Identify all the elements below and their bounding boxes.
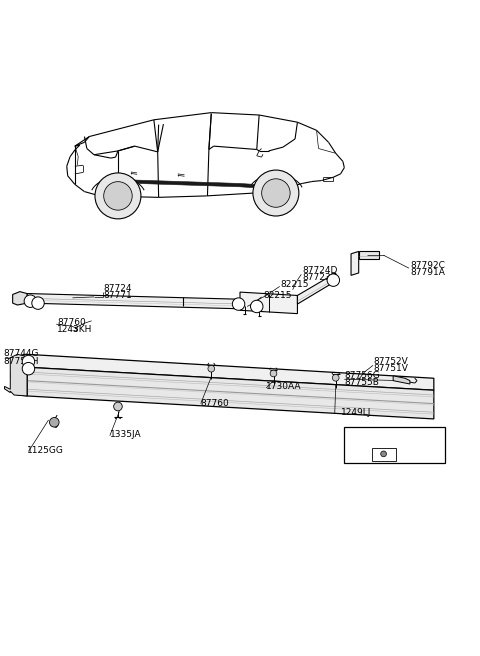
Text: 87752V: 87752V bbox=[373, 356, 408, 365]
Polygon shape bbox=[298, 273, 336, 304]
Circle shape bbox=[22, 356, 35, 368]
Text: 82215: 82215 bbox=[281, 280, 309, 289]
Text: 1335JA: 1335JA bbox=[110, 430, 142, 439]
Polygon shape bbox=[27, 367, 434, 419]
Text: 1730AA: 1730AA bbox=[266, 382, 302, 391]
Polygon shape bbox=[27, 354, 434, 390]
Text: 87724D: 87724D bbox=[302, 266, 337, 275]
Text: 82215: 82215 bbox=[263, 291, 291, 300]
Polygon shape bbox=[393, 376, 410, 384]
Text: H87770: H87770 bbox=[364, 434, 400, 443]
Text: a: a bbox=[36, 300, 40, 306]
Circle shape bbox=[251, 300, 263, 313]
Text: a: a bbox=[354, 436, 358, 442]
Polygon shape bbox=[351, 251, 359, 276]
Circle shape bbox=[327, 274, 339, 287]
Text: 87755B: 87755B bbox=[344, 378, 379, 387]
Circle shape bbox=[349, 433, 362, 445]
Text: a: a bbox=[254, 304, 259, 310]
Polygon shape bbox=[359, 251, 379, 258]
Circle shape bbox=[270, 188, 282, 199]
Text: 1243KH: 1243KH bbox=[57, 325, 93, 335]
Polygon shape bbox=[123, 180, 254, 188]
Text: 1249LJ: 1249LJ bbox=[340, 408, 371, 417]
Text: 87755H: 87755H bbox=[3, 356, 38, 365]
Polygon shape bbox=[4, 354, 27, 396]
Text: 1125GG: 1125GG bbox=[27, 445, 64, 455]
Circle shape bbox=[22, 363, 35, 375]
Circle shape bbox=[24, 295, 36, 308]
Polygon shape bbox=[27, 293, 278, 310]
Circle shape bbox=[49, 417, 59, 427]
Text: 87760: 87760 bbox=[201, 399, 229, 407]
Bar bbox=[372, 447, 396, 461]
Circle shape bbox=[270, 370, 277, 377]
Text: 87791A: 87791A bbox=[410, 268, 445, 277]
Text: 87723D: 87723D bbox=[302, 273, 338, 282]
Circle shape bbox=[232, 298, 245, 310]
Circle shape bbox=[95, 173, 141, 219]
Circle shape bbox=[253, 170, 299, 216]
Bar bbox=[344, 427, 445, 463]
Circle shape bbox=[208, 365, 215, 372]
Circle shape bbox=[381, 451, 386, 457]
Text: 87756G: 87756G bbox=[344, 371, 380, 380]
Text: a: a bbox=[331, 277, 336, 283]
Polygon shape bbox=[12, 354, 27, 396]
Text: a: a bbox=[28, 298, 33, 304]
Text: a: a bbox=[237, 301, 240, 307]
Circle shape bbox=[112, 190, 124, 201]
Circle shape bbox=[114, 402, 122, 411]
Circle shape bbox=[332, 375, 339, 381]
Circle shape bbox=[104, 182, 132, 210]
Text: 87771: 87771 bbox=[104, 291, 132, 300]
Text: 87751V: 87751V bbox=[373, 363, 408, 373]
Text: 87724: 87724 bbox=[104, 284, 132, 293]
Text: 87760: 87760 bbox=[57, 318, 86, 327]
Text: 87792C: 87792C bbox=[410, 261, 445, 270]
Polygon shape bbox=[240, 292, 298, 314]
Text: a: a bbox=[26, 365, 31, 372]
Text: 87744G: 87744G bbox=[3, 350, 38, 358]
Text: a: a bbox=[26, 358, 31, 365]
Polygon shape bbox=[12, 292, 27, 305]
Circle shape bbox=[32, 297, 44, 310]
Circle shape bbox=[262, 179, 290, 207]
